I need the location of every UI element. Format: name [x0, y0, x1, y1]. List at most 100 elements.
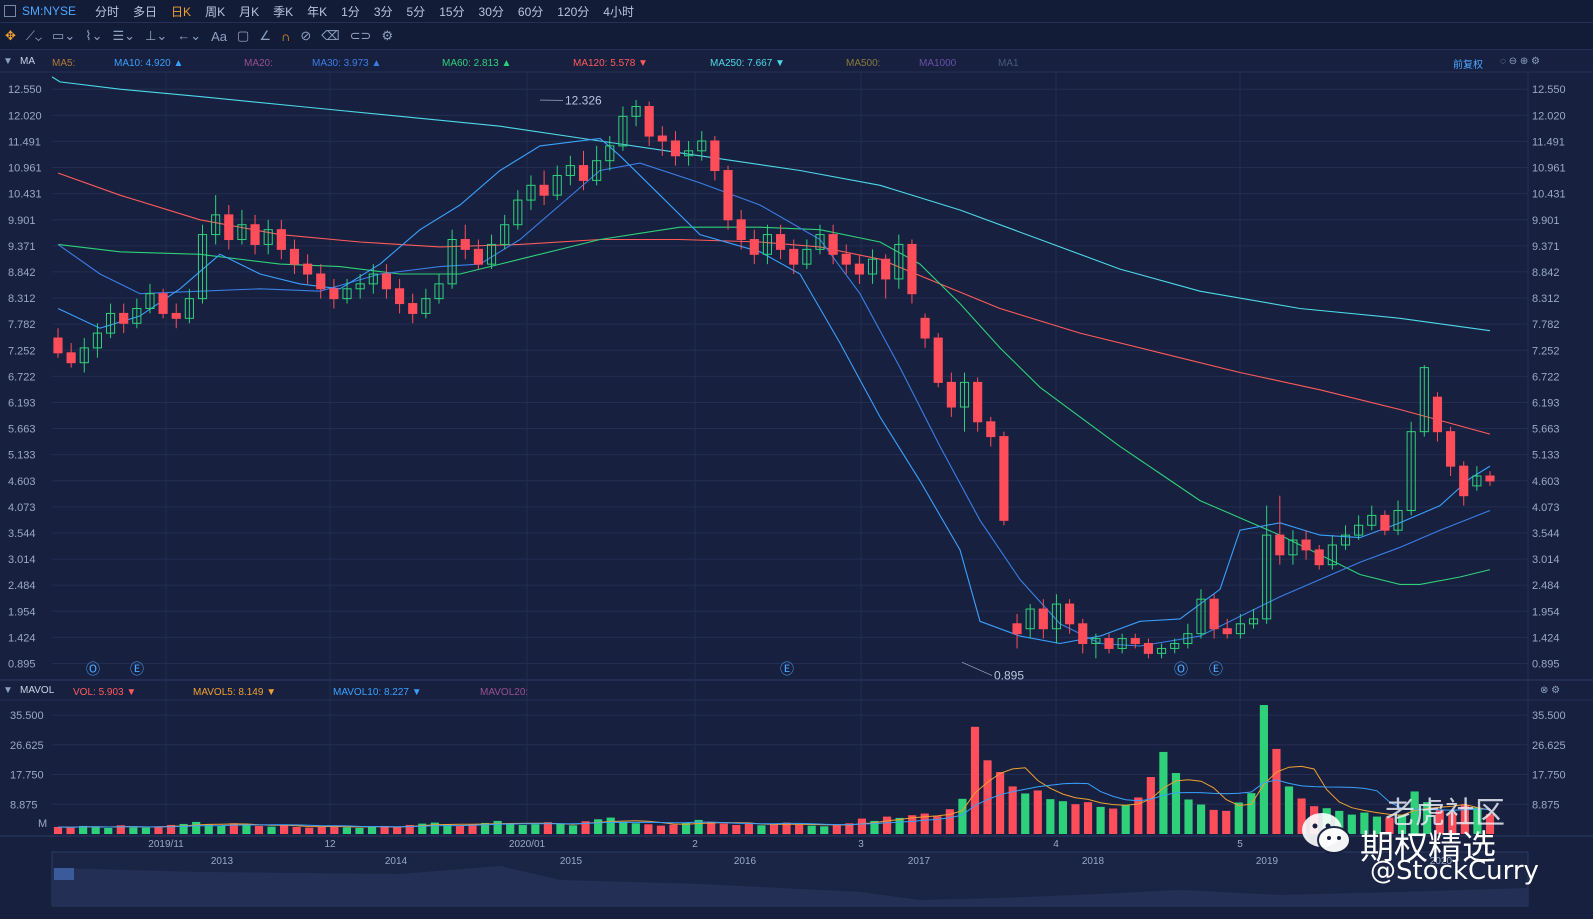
timeframe-tab[interactable]: 多日	[133, 4, 158, 19]
ma-legend-item[interactable]: MA1000	[919, 58, 957, 69]
volume-bar	[317, 826, 326, 834]
vol-legend-item[interactable]: MAVOL5: 8.149 ▼	[193, 687, 277, 698]
ma-legend-item[interactable]: MA250: 7.667 ▼	[710, 58, 785, 69]
timeframe-tab[interactable]: 1分	[341, 4, 360, 19]
volume-bar	[757, 825, 766, 834]
timeframe-tab[interactable]: 5分	[406, 4, 426, 19]
overview-year-label: 2019	[1256, 856, 1279, 867]
timeframe-tab[interactable]: 4小时	[603, 4, 634, 19]
date-tick-label: 2020/01	[509, 839, 546, 850]
price-tick-label-right: 8.842	[1532, 267, 1560, 279]
vol-legend-item[interactable]: MAVOL20:	[480, 687, 529, 698]
arrow-tool-icon[interactable]: ←⌄	[177, 28, 202, 43]
price-tick-label-right: 2.484	[1532, 580, 1560, 592]
ticker-symbol[interactable]: SM:NYSE	[22, 4, 77, 18]
candle-body	[894, 243, 904, 280]
wave-tool-icon[interactable]: ⌇⌄	[85, 28, 103, 43]
candle-body	[565, 165, 575, 176]
volume-bar	[179, 823, 188, 834]
volume-bar	[996, 772, 1005, 834]
volume-bar	[945, 809, 954, 834]
candle-body	[1117, 638, 1127, 649]
candle-body	[657, 135, 667, 142]
ma-label[interactable]: MA	[20, 56, 35, 67]
candle-body	[1196, 598, 1206, 635]
magnet-icon[interactable]: ∩	[281, 28, 291, 44]
ma-line-ma250	[51, 76, 1491, 332]
line-tool-icon[interactable]: ⟋⌄	[25, 28, 43, 43]
candle-body	[92, 332, 102, 349]
fib-tool-icon[interactable]: ☰⌄	[112, 28, 136, 43]
volume-bar	[1096, 806, 1105, 834]
volume-bar	[330, 825, 339, 834]
volume-bar	[1171, 773, 1181, 834]
price-tick-label-right: 4.603	[1532, 476, 1560, 488]
checkbox-icon[interactable]	[4, 5, 16, 17]
timeframe-tab[interactable]: 30分	[478, 4, 504, 19]
low-annotation: 0.895	[994, 668, 1024, 682]
ma-legend-item[interactable]: MA10: 4.920 ▲	[114, 58, 184, 69]
volume-bar	[1071, 804, 1080, 834]
volume-bar	[1109, 808, 1118, 834]
ma-legend-item[interactable]: MA500:	[846, 58, 881, 69]
ma-legend-item[interactable]: MA20:	[244, 58, 273, 69]
volume-bar	[920, 813, 929, 834]
candle-body	[867, 258, 878, 275]
move-cross-icon[interactable]: ✥	[5, 28, 16, 43]
candle-body	[618, 115, 628, 147]
timeframe-tab[interactable]: 120分	[557, 4, 590, 19]
ma-legend-item[interactable]: MA30: 3.973 ▲	[312, 58, 382, 69]
settings-gear-icon[interactable]: ⚙	[381, 28, 394, 43]
price-tick-label-right: 0.895	[1532, 658, 1560, 670]
adjust-mode-button[interactable]: 前复权	[1453, 60, 1483, 71]
timeframe-tab[interactable]: 月K	[239, 4, 260, 19]
vol-control-icons[interactable]: ⊗ ⚙	[1540, 685, 1561, 696]
timeframe-tab[interactable]: 季K	[273, 4, 294, 19]
hide-icon[interactable]: ⊘	[300, 28, 312, 43]
ma-legend-item[interactable]: MA60: 2.813 ▲	[442, 58, 512, 69]
volume-bar	[405, 824, 414, 834]
overview-handle	[54, 868, 74, 880]
volume-bar	[468, 824, 477, 834]
link-icon[interactable]: ⊂⊃	[349, 28, 372, 43]
ma-collapse-icon[interactable]: ▼	[3, 56, 13, 67]
candle-body	[500, 224, 510, 245]
ma-legend-item[interactable]: MA5:	[52, 58, 76, 69]
volume-bar	[1159, 751, 1168, 834]
price-tick-label-left: 1.424	[8, 632, 36, 644]
text-tool-icon[interactable]: Aa	[211, 28, 228, 44]
comment-icon[interactable]: ▢	[237, 28, 250, 43]
timeframe-tab[interactable]: 分时	[95, 4, 120, 19]
vol-legend-item[interactable]: MAVOL10: 8.227 ▼	[333, 687, 422, 698]
candle-body	[1419, 367, 1429, 433]
vol-label[interactable]: MAVOL	[20, 685, 55, 696]
volume-bar	[707, 821, 716, 834]
candle-body	[447, 239, 457, 285]
ma-legend-item[interactable]: MA1	[998, 58, 1019, 69]
rectangle-tool-icon[interactable]: ▭⌄	[52, 28, 76, 43]
timeframe-tab[interactable]: 日K	[171, 4, 192, 19]
pencil-icon[interactable]: ∠	[259, 28, 271, 43]
vol-collapse-icon[interactable]: ▼	[3, 685, 13, 696]
candle-body	[1143, 643, 1153, 654]
timeframe-tab[interactable]: 60分	[517, 4, 544, 19]
overview-year-label: 2016	[734, 856, 757, 867]
price-tick-label-left: 8.312	[8, 293, 36, 305]
timeframe-tab[interactable]: 3分	[373, 4, 393, 19]
candle-body	[1235, 623, 1245, 635]
vol-legend-item[interactable]: VOL: 5.903 ▼	[73, 687, 137, 698]
candle-body	[959, 381, 970, 408]
volume-bar	[795, 824, 804, 834]
timeframe-tab[interactable]: 周K	[205, 4, 226, 19]
timeframe-tab[interactable]: 年K	[307, 4, 328, 19]
legend-control-icons[interactable]: ◌ ⊖ ⊕ ⚙	[1500, 56, 1540, 67]
measure-tool-icon[interactable]: ⊥⌄	[145, 28, 168, 43]
volume-bar	[857, 818, 867, 834]
candle-body	[1393, 509, 1403, 531]
timeframe-tab[interactable]: 15分	[439, 4, 465, 19]
ma-legend-item[interactable]: MA120: 5.578 ▼	[573, 58, 648, 69]
candle-body	[145, 293, 155, 309]
volume-bar	[217, 825, 226, 834]
trash-icon[interactable]: ⌫	[321, 28, 340, 43]
